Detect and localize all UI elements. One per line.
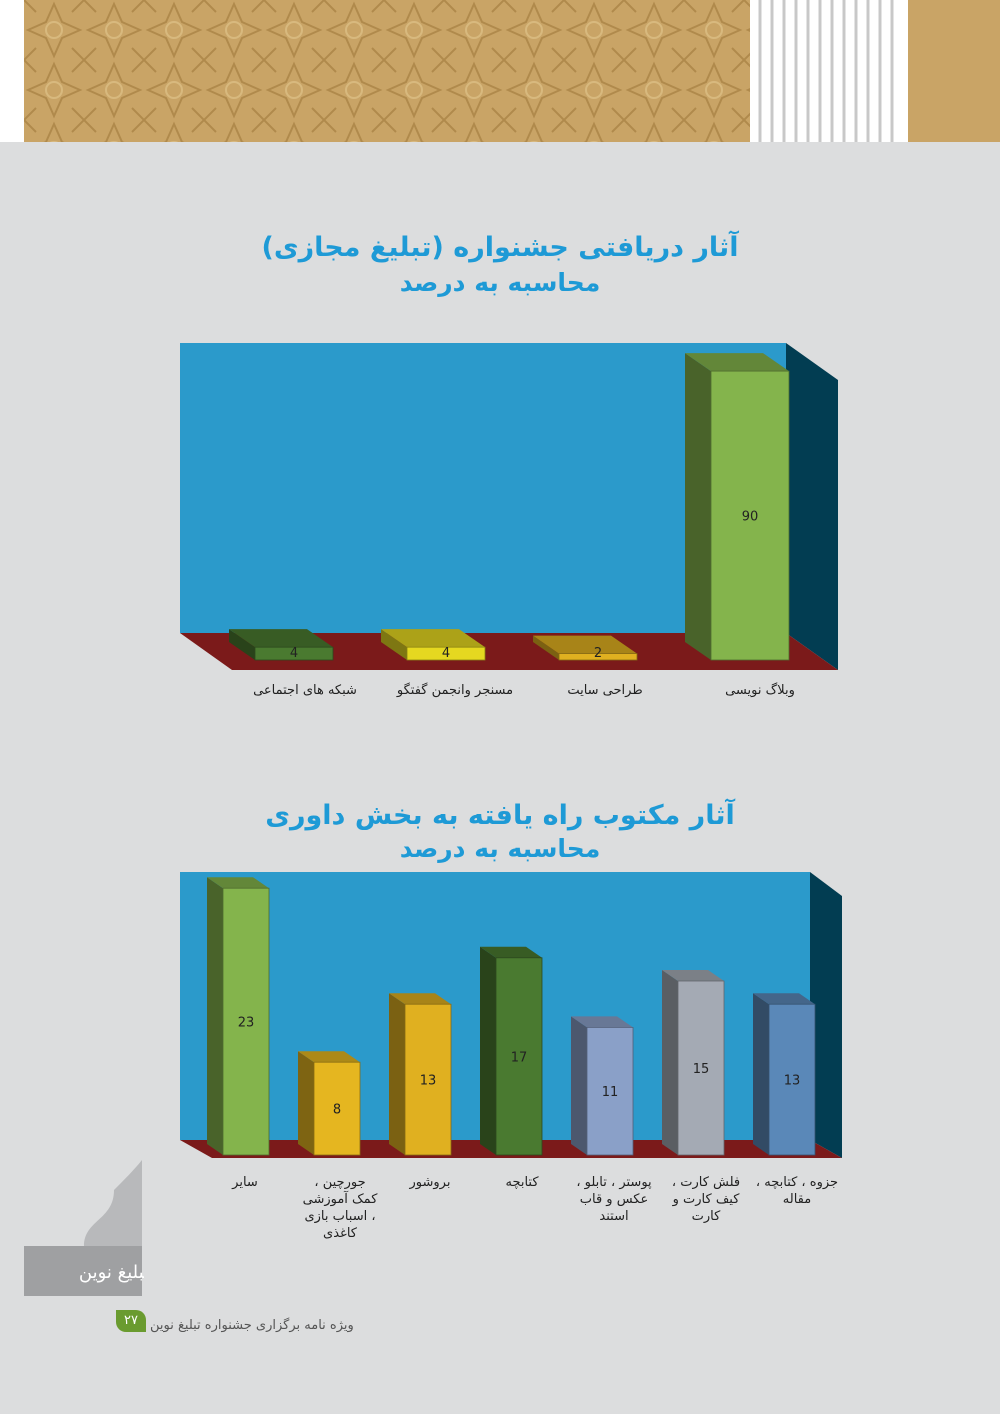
chart2-bar-5: 15: [662, 970, 725, 1156]
chart1-xlabel-1: مسنجر وانجمن گفتگو: [396, 683, 514, 698]
chart1-bar-side-0: [229, 629, 255, 660]
chart2-bar-value-5: 15: [693, 1062, 710, 1077]
chart2-bar-top-2: [389, 993, 451, 1005]
chart1-bar-value-2: 2: [594, 646, 602, 661]
chart2-bar-top-1: [298, 1051, 360, 1063]
chart2-xlabel-6: جزوه ، کتابچه ، مقاله: [755, 1175, 839, 1207]
chart1-bar-top-0: [229, 629, 333, 648]
chart2-bar-front-6: [768, 1003, 816, 1156]
chart2-xlabel-4: پوستر ، تابلو ، عکس و قاب استند: [576, 1175, 652, 1224]
chart2-bar-top-6: [753, 993, 815, 1005]
chart2-bar-front-3: [495, 957, 543, 1156]
chart2-bar-value-4: 11: [602, 1085, 619, 1100]
chart2-xlabel-1: جورچین ، کمک آموزشی ، اسباب بازی کاغذی: [302, 1175, 378, 1241]
chart1-title-line1: آثار دریافتی جشنواره (تبلیغ مجازی): [261, 232, 739, 263]
chart2-bar-front-0: [222, 887, 270, 1156]
footer-text: ویژه نامه برگزاری جشنواره تبلیغ نوین: [150, 1318, 354, 1333]
chart1-bar-side-3: [685, 353, 711, 660]
chart1-bars: 4 4 2 90: [229, 353, 790, 661]
chart2-bar-side-2: [389, 993, 405, 1155]
chart1-bar-top-3: [685, 353, 789, 372]
chart1-title-line2: محاسبه به درصد: [399, 268, 601, 297]
header-right-gold: [908, 0, 1000, 142]
chart1-bar-value-0: 4: [290, 646, 298, 661]
chart1-xlabel-2: طراحی سایت: [567, 683, 643, 698]
chart1-floor: [180, 633, 838, 670]
chart1-side-wall: [786, 343, 838, 670]
chart2-bar-front-2: [404, 1003, 452, 1156]
chart2-bar-side-1: [298, 1051, 314, 1155]
stripes-graphic: [750, 0, 908, 142]
chart1-bar-top-2: [533, 635, 637, 654]
chart2-title-line2: محاسبه به درصد: [399, 834, 601, 863]
chart1-bar-3: 90: [685, 353, 790, 661]
chart1-xlabel-0: شبکه های اجتماعی: [253, 683, 357, 698]
chart2-bar-0: 23: [207, 877, 270, 1156]
chart2-bar-front-5: [677, 980, 725, 1156]
chart2-xlabel-3: کتابچه: [505, 1175, 539, 1190]
chart2-bar-value-1: 8: [333, 1103, 341, 1118]
chart2-bars: 23 8 13 17 11 15 13: [207, 877, 816, 1156]
chart2-title-line1: آثار مکتوب راه یافته به بخش داوری: [265, 800, 735, 831]
chart2-bar-top-4: [571, 1016, 633, 1028]
chart2-bar-top-0: [207, 877, 269, 889]
chart1-bar-front-0: [254, 646, 334, 661]
chart1-bar-top-1: [381, 629, 485, 648]
chart2-bar-side-0: [207, 877, 223, 1155]
emblem-graphic: تبلیغ نوین: [24, 1160, 149, 1296]
chart2-bar-front-1: [313, 1061, 361, 1156]
chart1-bar-value-3: 90: [742, 510, 759, 525]
chart2-bar-3: 17: [480, 946, 543, 1156]
chart2-bar-value-2: 13: [420, 1074, 437, 1089]
islamic-pattern-graphic: [24, 0, 750, 142]
chart1-bar-2: 2: [533, 635, 638, 661]
chart2-bar-1: 8: [298, 1051, 361, 1156]
chart1-bar-front-2: [558, 653, 638, 661]
chart2-bar-side-6: [753, 993, 769, 1155]
chart2-side-wall: [810, 872, 842, 1158]
header-pattern-banner: [24, 0, 750, 142]
chart2-bar-front-4: [586, 1027, 634, 1156]
chart2-xlabel-5: فلش کارت ، کیف کارت و کارت: [671, 1175, 741, 1224]
chart1-bar-front-1: [406, 646, 486, 661]
chart1-bar-side-2: [533, 635, 559, 660]
chart2-bar-6: 13: [753, 993, 816, 1156]
chart2-bar-side-3: [480, 946, 496, 1155]
chart1-bar-value-1: 4: [442, 646, 450, 661]
publication-emblem: تبلیغ نوین: [24, 1160, 149, 1296]
header-stripes: [750, 0, 908, 142]
chart2-bar-2: 13: [389, 993, 452, 1156]
chart1-svg: 4 4 2 90: [180, 343, 838, 670]
chart2-xlabel-0: سایر: [232, 1175, 258, 1190]
chart1-bar-1: 4: [381, 629, 486, 661]
chart2-xlabel-2: بروشور: [409, 1175, 451, 1190]
emblem-text: تبلیغ نوین: [79, 1262, 144, 1283]
chart2-bar-value-0: 23: [238, 1016, 255, 1031]
chart2-bar-value-3: 17: [511, 1050, 528, 1065]
chart2-bar-side-5: [662, 970, 678, 1155]
chart2-bar-value-6: 13: [784, 1074, 801, 1089]
chart2-bar-top-3: [480, 946, 542, 958]
chart2-bar-side-4: [571, 1016, 587, 1155]
chart2-bar-top-5: [662, 970, 724, 981]
chart1-xlabel-3: وبلاگ نویسی: [725, 683, 795, 698]
page-number: ۲۷: [116, 1310, 146, 1332]
chart1-bar-side-1: [381, 629, 407, 660]
chart2-svg: 23 8 13 17 11 15 13: [180, 872, 842, 1158]
chart1-bar-0: 4: [229, 629, 334, 661]
chart1-bar-front-3: [710, 370, 790, 661]
chart2-bar-4: 11: [571, 1016, 634, 1156]
